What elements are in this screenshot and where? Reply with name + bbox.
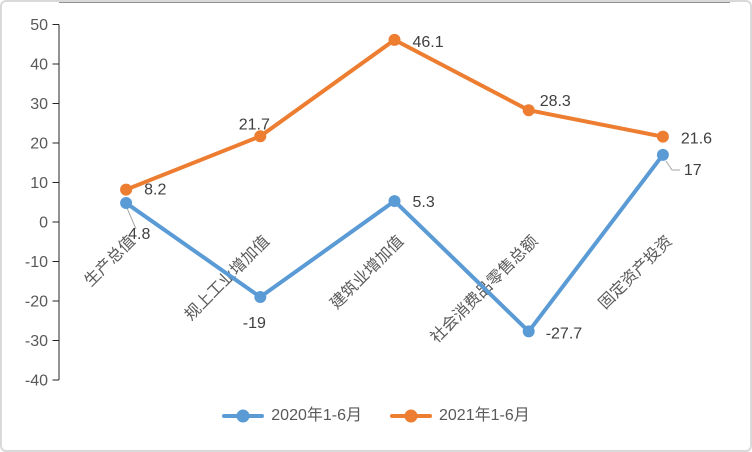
- data-point: [656, 148, 669, 161]
- y-tick-label: 10: [30, 175, 48, 192]
- legend-dot-icon: [404, 409, 418, 423]
- y-tick-label: -20: [25, 294, 48, 311]
- data-label: 8.2: [144, 182, 166, 199]
- data-point: [656, 130, 669, 143]
- legend-dot-icon: [236, 409, 250, 423]
- y-tick-label: 50: [30, 17, 48, 34]
- legend-item-2020[interactable]: 2020年1-6月: [222, 408, 362, 424]
- y-tick-label: -40: [25, 373, 48, 390]
- data-point: [522, 325, 535, 338]
- data-label: 28.3: [540, 93, 571, 110]
- legend-label-2020: 2020年1-6月: [271, 407, 362, 424]
- data-label: 17: [684, 162, 702, 179]
- data-label: 4.8: [128, 226, 150, 243]
- y-tick-label: 40: [30, 57, 48, 74]
- data-point: [120, 183, 133, 196]
- label-leader-line: [126, 207, 137, 230]
- data-point: [522, 104, 535, 117]
- y-tick-label: -30: [25, 333, 48, 350]
- data-point: [388, 195, 401, 208]
- legend-label-2021: 2021年1-6月: [439, 407, 530, 424]
- data-label: 21.6: [681, 131, 712, 148]
- category-label: 建筑业增加值: [327, 232, 408, 313]
- y-tick-label: 30: [30, 96, 48, 113]
- data-label: -27.7: [546, 325, 583, 342]
- data-label: -19: [243, 315, 266, 332]
- data-label: 5.3: [413, 194, 435, 211]
- y-tick-label: -10: [25, 254, 48, 271]
- y-tick-label: 20: [30, 136, 48, 153]
- label-leader-line: [665, 160, 680, 171]
- legend-line-marker-icon: [390, 409, 432, 423]
- y-tick-label: 0: [39, 215, 48, 232]
- data-label: 21.7: [239, 116, 270, 133]
- data-point: [388, 33, 401, 46]
- legend-item-2021[interactable]: 2021年1-6月: [390, 408, 530, 424]
- data-point: [120, 197, 133, 210]
- chart-legend: 2020年1-6月 2021年1-6月: [2, 408, 750, 424]
- data-point: [254, 291, 267, 304]
- category-label: 规上工业增加值: [181, 232, 273, 324]
- data-label: 46.1: [413, 34, 444, 51]
- data-point: [254, 130, 267, 143]
- legend-line-marker-icon: [222, 409, 265, 423]
- category-label: 固定资产投资: [595, 232, 676, 313]
- series-line-1: [124, 37, 665, 192]
